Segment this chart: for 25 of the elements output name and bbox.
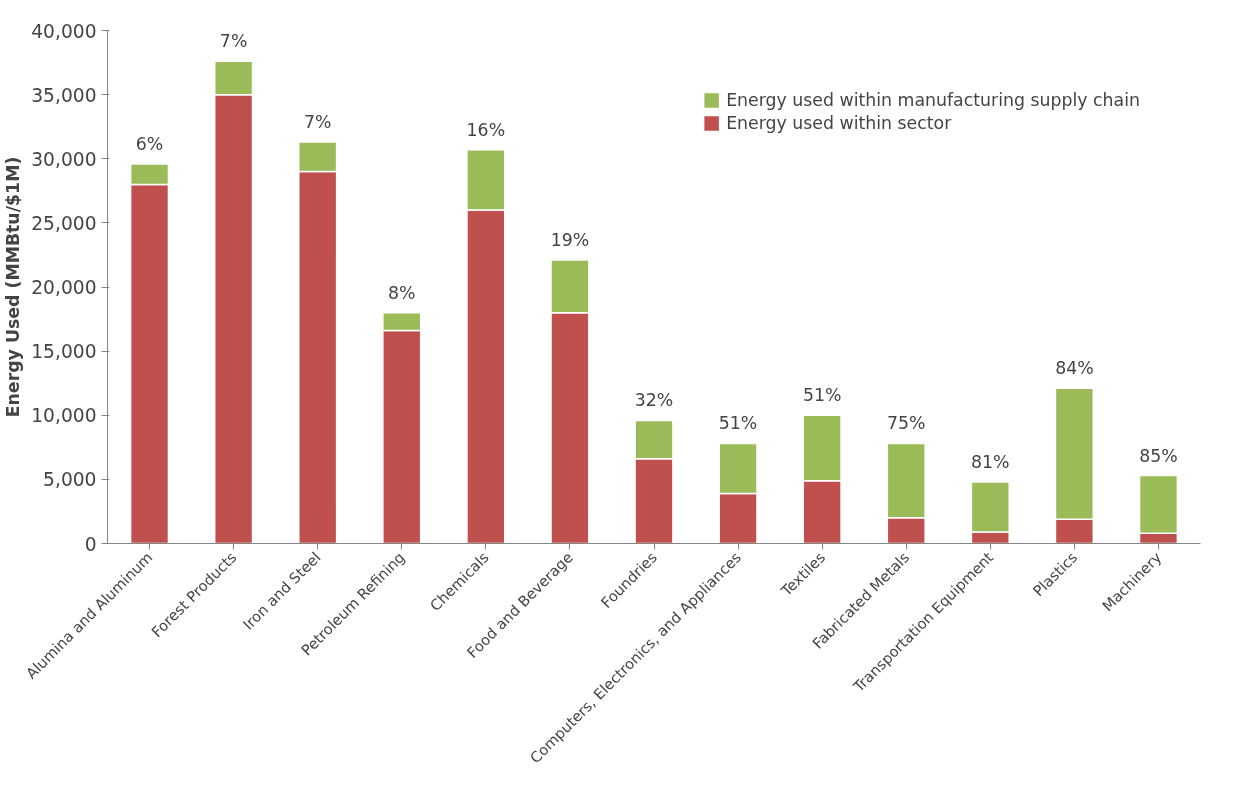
y-tick-label: 40,000 (31, 20, 97, 42)
y-tick-label: 20,000 (31, 277, 97, 298)
legend-label: Energy used within manufacturing supply chain (726, 90, 1140, 110)
annotation: 85% (1139, 445, 1178, 466)
annotation: 7% (303, 112, 332, 133)
annotation: 8% (388, 282, 416, 303)
annotation: 81% (971, 451, 1010, 472)
annotation: 19% (550, 230, 590, 251)
y-tick-label: 5,000 (43, 469, 97, 491)
annotation: 51% (802, 385, 842, 406)
y-tick-label: 30,000 (31, 148, 97, 170)
annotation: 84% (1055, 358, 1094, 379)
annotation: 32% (634, 390, 674, 411)
legend-label: Energy used within sector (726, 113, 952, 133)
annotation: 51% (718, 413, 758, 434)
y-tick-label: 35,000 (31, 84, 97, 106)
annotation: 6% (135, 133, 164, 154)
annotation: 75% (886, 413, 926, 434)
y-axis-title: Energy Used (MMBtu/$1M) (3, 156, 24, 418)
annotation: 16% (466, 119, 506, 140)
y-tick-label: 15,000 (31, 341, 97, 363)
y-tick-label: 10,000 (31, 405, 97, 427)
annotation: 7% (219, 31, 248, 52)
y-tick-label: 0 (84, 533, 97, 555)
y-tick-label: 25,000 (31, 212, 97, 234)
